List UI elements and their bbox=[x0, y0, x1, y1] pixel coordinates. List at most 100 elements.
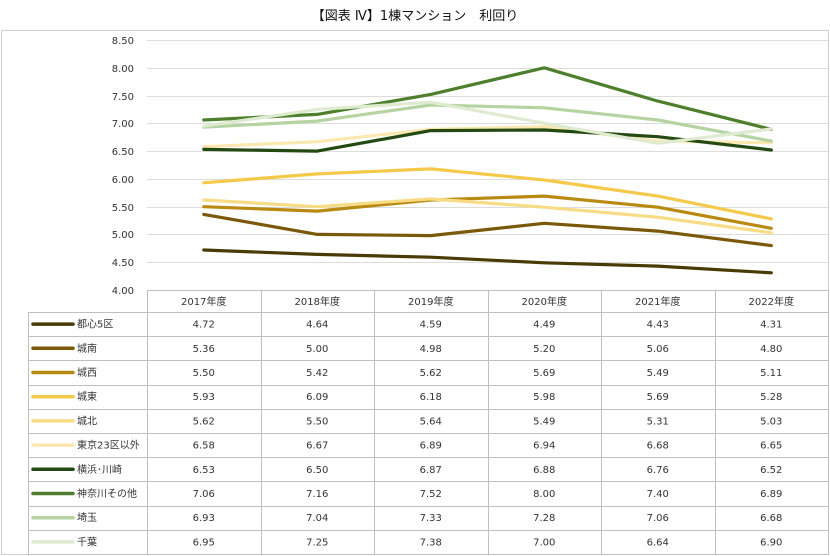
legend-label-6: 東京23区以外 bbox=[77, 439, 140, 452]
data-label: 7.06 bbox=[193, 489, 215, 500]
data-label: 6.53 bbox=[193, 465, 215, 476]
data-label: 5.50 bbox=[193, 368, 215, 379]
data-label: 5.11 bbox=[760, 368, 782, 379]
series-line-5 bbox=[202, 197, 773, 235]
data-label: 5.93 bbox=[193, 392, 215, 403]
data-label: 6.67 bbox=[306, 441, 328, 452]
legend-label-8: 神奈川その他 bbox=[77, 487, 137, 500]
data-label: 6.87 bbox=[420, 465, 442, 476]
data-label: 5.69 bbox=[533, 368, 555, 379]
y-tick-label: 7.50 bbox=[112, 92, 134, 103]
y-axis: 4.00 4.50 5.00 5.50 6.00 6.50 7.00 7.50 8.00 8.50 bbox=[112, 36, 134, 297]
x-tick-label: 2021年度 bbox=[635, 295, 680, 308]
legend-label-4: 城東 bbox=[77, 390, 97, 403]
y-tick-label: 8.50 bbox=[112, 36, 134, 47]
data-label: 6.68 bbox=[647, 441, 669, 452]
y-tick-label: 7.00 bbox=[112, 119, 134, 130]
data-label: 7.16 bbox=[306, 489, 328, 500]
data-label: 7.25 bbox=[306, 537, 328, 548]
data-label: 6.68 bbox=[760, 513, 782, 524]
data-label: 5.62 bbox=[193, 416, 215, 427]
data-label: 4.49 bbox=[533, 320, 555, 331]
data-label: 6.94 bbox=[533, 441, 555, 452]
legend-label-7: 横浜･川崎 bbox=[77, 463, 122, 476]
data-label: 7.00 bbox=[533, 537, 555, 548]
data-label: 7.38 bbox=[420, 537, 442, 548]
data-label: 6.09 bbox=[306, 392, 328, 403]
data-label: 5.98 bbox=[533, 392, 555, 403]
data-label: 5.06 bbox=[647, 344, 669, 355]
y-tick-label: 8.00 bbox=[112, 64, 134, 75]
data-label: 4.72 bbox=[193, 320, 215, 331]
series-line-2 bbox=[202, 212, 773, 248]
data-label: 4.80 bbox=[760, 344, 782, 355]
series-line-3 bbox=[202, 194, 773, 230]
data-label: 7.40 bbox=[647, 489, 669, 500]
y-tick-label: 4.50 bbox=[112, 258, 134, 269]
y-tick-label: 4.00 bbox=[112, 286, 134, 297]
x-tick-label: 2022年度 bbox=[749, 295, 794, 308]
data-label: 6.58 bbox=[193, 441, 215, 452]
data-label: 7.04 bbox=[306, 513, 328, 524]
data-label: 6.95 bbox=[193, 537, 215, 548]
data-label: 6.90 bbox=[760, 537, 782, 548]
data-label: 4.59 bbox=[420, 320, 442, 331]
data-label: 4.31 bbox=[760, 320, 782, 331]
series-line-7 bbox=[202, 128, 773, 153]
x-tick-label: 2017年度 bbox=[181, 295, 226, 308]
series-line-1 bbox=[202, 248, 773, 275]
legend-label-2: 城南 bbox=[77, 342, 97, 355]
series-line-9 bbox=[202, 103, 773, 143]
data-label: 5.69 bbox=[647, 392, 669, 403]
data-label: 5.28 bbox=[760, 392, 782, 403]
data-label: 6.64 bbox=[647, 537, 669, 548]
series-line-4 bbox=[202, 167, 773, 221]
y-tick-label: 6.50 bbox=[112, 147, 134, 158]
data-label: 5.49 bbox=[647, 368, 669, 379]
data-label: 4.98 bbox=[420, 344, 442, 355]
legend-label-9: 埼玉 bbox=[77, 511, 97, 524]
x-tick-label: 2018年度 bbox=[295, 295, 340, 308]
data-label: 5.62 bbox=[420, 368, 442, 379]
data-label: 7.28 bbox=[533, 513, 555, 524]
legend-label-5: 城北 bbox=[77, 415, 97, 427]
data-label: 5.03 bbox=[760, 416, 782, 427]
x-tick-label: 2019年度 bbox=[408, 295, 453, 308]
data-label: 5.20 bbox=[533, 344, 555, 355]
data-label: 6.18 bbox=[420, 392, 442, 403]
series-line-8 bbox=[202, 66, 773, 131]
data-label: 5.00 bbox=[306, 344, 328, 355]
chart-title: 【図表 Ⅳ】1棟マンション 利回り bbox=[312, 9, 518, 24]
data-label: 5.31 bbox=[647, 416, 669, 427]
data-label: 6.52 bbox=[760, 465, 782, 476]
series-line-10 bbox=[202, 100, 773, 145]
data-label: 6.65 bbox=[760, 441, 782, 452]
data-label: 5.64 bbox=[420, 416, 442, 427]
data-label: 5.50 bbox=[306, 416, 328, 427]
data-label: 5.49 bbox=[533, 416, 555, 427]
data-label: 7.52 bbox=[420, 489, 442, 500]
data-table: 2017年度 2018年度 2019年度 2020年度 2021年度 2022年度都心5区… bbox=[28, 290, 829, 555]
y-tick-label: 5.50 bbox=[112, 203, 134, 214]
legend-label-3: 城西 bbox=[77, 367, 97, 379]
data-label: 5.36 bbox=[193, 344, 215, 355]
data-label: 6.50 bbox=[306, 465, 328, 476]
data-label: 7.33 bbox=[420, 513, 442, 524]
data-label: 4.64 bbox=[306, 320, 328, 331]
x-tick-label: 2020年度 bbox=[522, 295, 567, 308]
legend-label-1: 都心5区 bbox=[77, 319, 113, 331]
data-label: 6.89 bbox=[420, 441, 442, 452]
data-label: 8.00 bbox=[533, 489, 555, 500]
data-label: 7.06 bbox=[647, 513, 669, 524]
y-tick-label: 6.00 bbox=[112, 175, 134, 186]
data-label: 5.42 bbox=[306, 368, 328, 379]
data-label: 6.93 bbox=[193, 513, 215, 524]
legend-label-10: 千葉 bbox=[77, 535, 97, 548]
data-label: 6.76 bbox=[647, 465, 669, 476]
data-label: 6.89 bbox=[760, 489, 782, 500]
data-label: 6.88 bbox=[533, 465, 555, 476]
series-lines bbox=[202, 66, 773, 275]
y-tick-label: 5.00 bbox=[112, 230, 134, 241]
